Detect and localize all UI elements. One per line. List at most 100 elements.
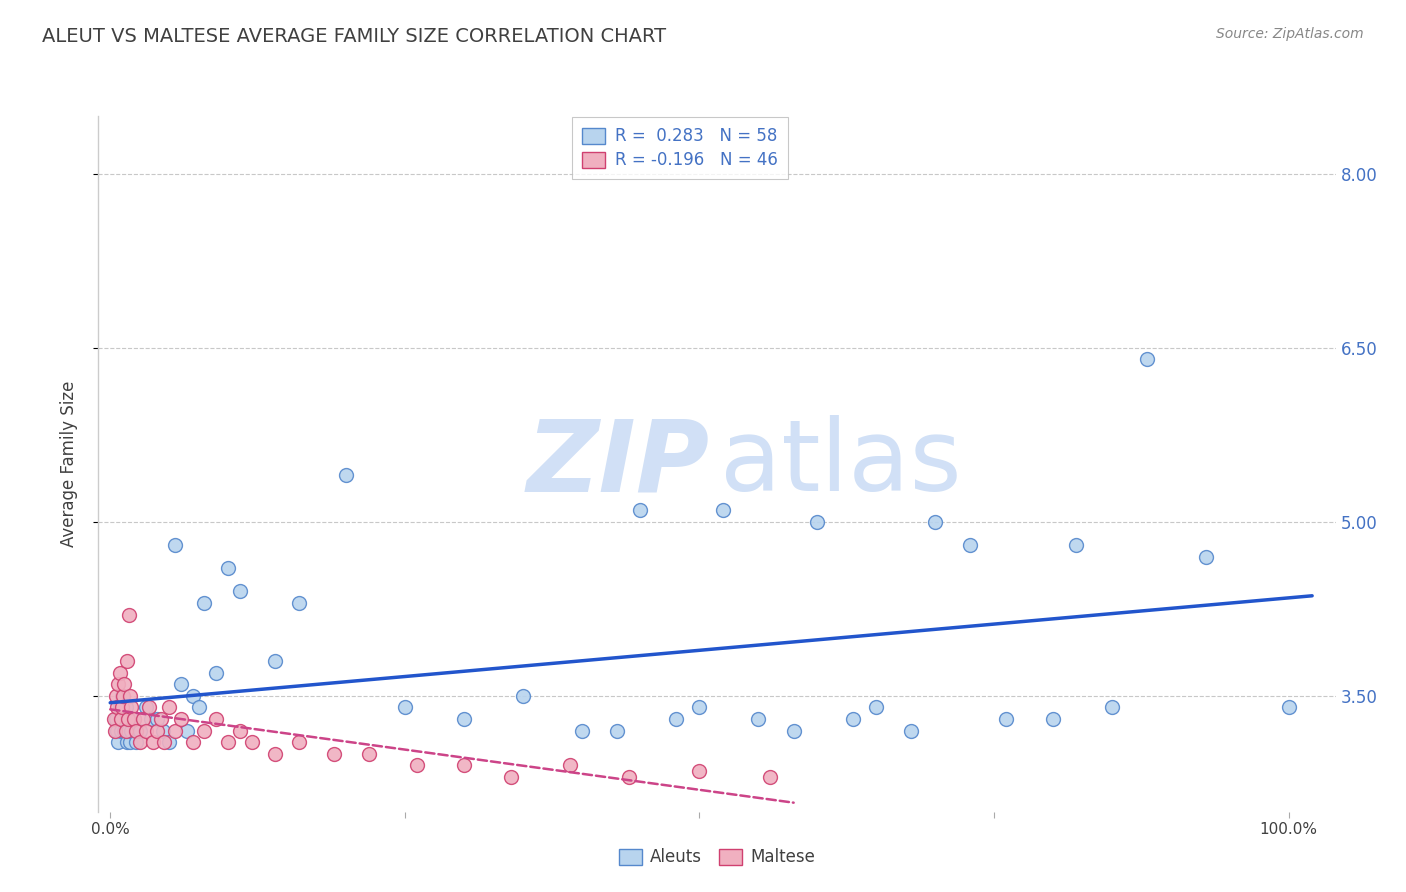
Point: [1136, 352, 1159, 367]
Point: [117, 723, 139, 738]
Point: [335, 468, 357, 483]
Point: [806, 515, 828, 529]
Point: [453, 758, 475, 772]
Point: [606, 723, 628, 738]
Point: [264, 654, 287, 668]
Text: ZIP: ZIP: [527, 416, 710, 512]
Point: [994, 712, 1017, 726]
Point: [217, 561, 239, 575]
Point: [747, 712, 769, 726]
Point: [138, 700, 160, 714]
Point: [287, 596, 309, 610]
Point: [1101, 700, 1123, 714]
Legend: Aleuts, Maltese: Aleuts, Maltese: [612, 842, 823, 873]
Point: [287, 735, 309, 749]
Point: [146, 712, 169, 726]
Point: [120, 735, 142, 749]
Point: [108, 665, 131, 680]
Text: Source: ZipAtlas.com: Source: ZipAtlas.com: [1216, 27, 1364, 41]
Point: [118, 712, 141, 726]
Point: [103, 712, 125, 726]
Point: [1277, 700, 1299, 714]
Point: [104, 723, 127, 738]
Point: [959, 538, 981, 552]
Point: [157, 735, 180, 749]
Point: [111, 700, 134, 714]
Point: [170, 712, 193, 726]
Point: [111, 712, 134, 726]
Point: [617, 770, 640, 784]
Point: [125, 735, 148, 749]
Point: [110, 723, 132, 738]
Point: [558, 758, 581, 772]
Point: [125, 723, 148, 738]
Point: [142, 735, 165, 749]
Point: [146, 723, 169, 738]
Point: [120, 700, 142, 714]
Point: [105, 712, 128, 726]
Point: [157, 700, 180, 714]
Point: [128, 723, 150, 738]
Point: [120, 689, 142, 703]
Point: [110, 712, 132, 726]
Point: [865, 700, 887, 714]
Point: [141, 712, 163, 726]
Point: [128, 735, 150, 749]
Point: [229, 584, 252, 599]
Point: [193, 723, 215, 738]
Point: [217, 735, 239, 749]
Point: [111, 689, 134, 703]
Y-axis label: Average Family Size: Average Family Size: [59, 381, 77, 547]
Point: [181, 689, 204, 703]
Point: [170, 677, 193, 691]
Point: [193, 596, 215, 610]
Point: [782, 723, 804, 738]
Point: [359, 747, 381, 761]
Point: [107, 677, 129, 691]
Point: [115, 735, 138, 749]
Point: [163, 538, 186, 552]
Point: [759, 770, 782, 784]
Point: [149, 712, 172, 726]
Point: [112, 723, 135, 738]
Point: [323, 747, 346, 761]
Point: [114, 723, 136, 738]
Point: [571, 723, 593, 738]
Point: [105, 700, 128, 714]
Text: ALEUT VS MALTESE AVERAGE FAMILY SIZE CORRELATION CHART: ALEUT VS MALTESE AVERAGE FAMILY SIZE COR…: [42, 27, 666, 45]
Point: [512, 689, 534, 703]
Point: [114, 700, 136, 714]
Point: [117, 712, 139, 726]
Point: [120, 723, 142, 738]
Point: [122, 712, 145, 726]
Point: [181, 735, 204, 749]
Point: [132, 712, 155, 726]
Point: [115, 654, 138, 668]
Point: [841, 712, 863, 726]
Point: [187, 700, 209, 714]
Point: [453, 712, 475, 726]
Point: [135, 700, 157, 714]
Point: [112, 677, 135, 691]
Point: [105, 723, 128, 738]
Point: [108, 700, 131, 714]
Point: [107, 735, 129, 749]
Point: [112, 689, 135, 703]
Point: [1195, 549, 1218, 564]
Point: [711, 503, 734, 517]
Point: [688, 764, 710, 778]
Point: [153, 735, 176, 749]
Point: [176, 723, 198, 738]
Point: [205, 712, 228, 726]
Point: [264, 747, 287, 761]
Point: [1042, 712, 1064, 726]
Point: [229, 723, 252, 738]
Point: [122, 712, 145, 726]
Point: [152, 723, 174, 738]
Point: [118, 607, 141, 622]
Point: [499, 770, 522, 784]
Point: [630, 503, 652, 517]
Point: [1066, 538, 1088, 552]
Point: [665, 712, 688, 726]
Point: [205, 665, 228, 680]
